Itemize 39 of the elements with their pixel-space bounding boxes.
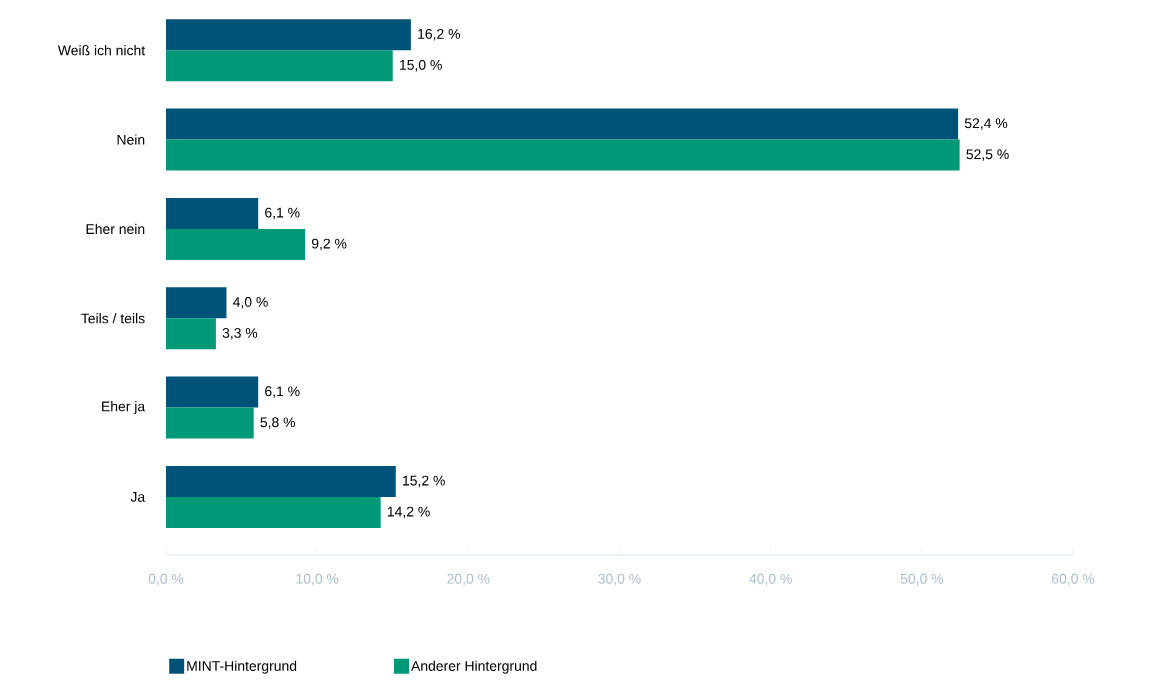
data-label: 9,2 % <box>311 238 347 251</box>
data-label: 6,1 % <box>265 386 300 398</box>
data-label: 4,0 % <box>232 296 268 309</box>
bar <box>166 496 381 528</box>
data-label: 6,1 % <box>265 207 300 220</box>
data-label: 52,5 % <box>966 149 1009 161</box>
bar <box>166 139 960 171</box>
bar <box>166 50 393 82</box>
y-tick-label: Weiß ich nicht <box>57 45 146 56</box>
bar <box>166 465 396 497</box>
data-label: 14,2 % <box>387 506 430 519</box>
legend-label: MINT-Hintergrund <box>187 660 297 674</box>
y-tick-label: Eher ja <box>102 401 146 415</box>
x-tick-label: 40,0 % <box>749 573 792 586</box>
bar <box>166 228 306 260</box>
bar <box>166 287 227 319</box>
data-label: 15,2 % <box>403 475 445 488</box>
y-tick-label: Teils / teils <box>81 313 145 324</box>
y-tick-label: Ja <box>130 492 146 502</box>
data-label: 3,3 % <box>222 327 258 340</box>
y-tick-label: Eher nein <box>86 223 145 235</box>
bar <box>166 197 259 229</box>
x-tick-label: 10,0 % <box>296 573 339 586</box>
bar <box>166 376 259 408</box>
x-tick-label: 20,0 % <box>447 573 490 586</box>
data-label: 52,4 % <box>964 118 1008 130</box>
bar <box>166 407 254 439</box>
x-tick-label: 30,0 % <box>598 573 641 586</box>
data-label: 5,8 % <box>260 417 296 429</box>
bar <box>166 318 216 350</box>
data-label: 16,2 % <box>418 28 460 41</box>
x-tick-label: 60,0 % <box>1052 573 1095 586</box>
x-tick-label: 50,0 % <box>900 573 944 586</box>
legend-label: Anderer Hintergrund <box>411 660 537 674</box>
data-label: 15,0 % <box>400 59 442 72</box>
x-tick-label: 0,0 % <box>148 573 184 586</box>
y-tick-label: Nein <box>117 134 145 145</box>
bar <box>166 19 411 51</box>
bar <box>166 108 959 140</box>
